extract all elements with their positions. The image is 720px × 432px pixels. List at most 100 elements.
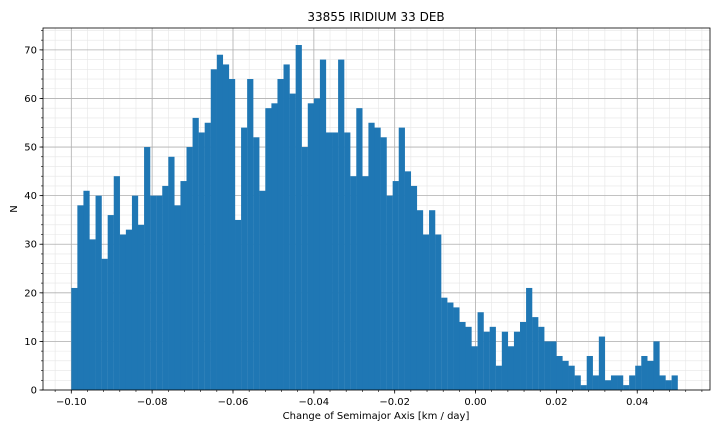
x-tick-label: −0.06 <box>218 397 249 408</box>
histogram-bar <box>617 375 624 390</box>
histogram-bar <box>319 59 327 390</box>
histogram-bar <box>495 365 502 390</box>
histogram-bar <box>107 215 114 390</box>
chart-title: 33855 IRIDIUM 33 DEB <box>307 10 444 24</box>
histogram-bar <box>277 79 284 390</box>
histogram-bar <box>659 375 666 390</box>
histogram-bar <box>416 210 424 390</box>
histogram-bar <box>489 326 496 390</box>
x-tick-label: 0.04 <box>626 397 648 408</box>
y-tick-label: 50 <box>24 143 37 154</box>
y-tick-label: 20 <box>24 288 37 299</box>
histogram-bar <box>289 93 296 390</box>
histogram-bar <box>192 117 199 391</box>
histogram-bar <box>332 132 339 391</box>
histogram-bar <box>507 346 515 390</box>
histogram-bar <box>222 64 230 390</box>
histogram-bar <box>641 355 648 390</box>
histogram-bar <box>156 195 163 390</box>
x-tick-label: −0.04 <box>299 397 330 408</box>
x-tick-label: −0.10 <box>56 397 87 408</box>
histogram-bar <box>253 137 260 390</box>
histogram-bar <box>538 326 545 390</box>
histogram-bar <box>380 137 387 390</box>
histogram-bar <box>247 79 254 390</box>
histogram-bar <box>398 127 405 390</box>
histogram-bar <box>465 326 472 390</box>
histogram-bar <box>447 302 454 390</box>
x-tick-label: 0.02 <box>545 397 567 408</box>
histogram-bar <box>586 355 593 390</box>
histogram-bar <box>186 147 193 390</box>
histogram-bar <box>556 355 563 390</box>
histogram-bar <box>598 336 606 390</box>
histogram-bar <box>471 346 478 390</box>
histogram-bar <box>610 375 618 390</box>
x-tick-label: −0.08 <box>137 397 168 408</box>
histogram-bar <box>83 190 90 390</box>
x-axis-title: Change of Semimajor Axis [km / day] <box>283 411 470 422</box>
histogram-bar <box>574 375 581 390</box>
histogram-bar <box>526 287 533 390</box>
histogram-bar <box>101 258 108 390</box>
histogram-bar <box>671 375 678 390</box>
histogram-bar <box>259 190 266 390</box>
histogram-bar <box>144 147 151 390</box>
histogram-bar <box>653 341 660 390</box>
histogram-bar <box>435 234 442 390</box>
histogram-bar <box>77 205 84 390</box>
x-tick-label: 0.00 <box>464 397 486 408</box>
histogram-bar <box>647 360 654 390</box>
histogram-bar <box>374 127 381 390</box>
x-axis-ticks: −0.10 −0.08 −0.06 −0.04 −0.02 0.00 0.02 0.04 <box>54 390 703 408</box>
y-tick-label: 30 <box>24 240 37 251</box>
histogram-bar <box>283 64 290 390</box>
y-tick-label: 10 <box>24 337 37 348</box>
histogram-bar <box>344 132 351 391</box>
histogram-bar <box>180 181 187 390</box>
histogram-bar <box>356 108 363 390</box>
histogram-bar <box>422 234 430 390</box>
histogram-bar <box>604 380 612 390</box>
histogram-bar <box>562 360 569 390</box>
histogram-bar <box>271 103 278 391</box>
histogram-bar <box>410 185 418 390</box>
histogram-bar <box>441 297 448 390</box>
histogram-bar <box>483 331 490 390</box>
histogram-bar <box>325 132 333 391</box>
y-axis-title: N <box>9 205 20 212</box>
histogram-bar <box>131 195 139 390</box>
histogram-bar <box>453 307 460 390</box>
histogram-bar <box>125 229 133 390</box>
histogram-bar <box>210 69 217 391</box>
histogram-bar <box>350 176 357 390</box>
histogram-bar <box>162 185 169 390</box>
histogram-bar <box>459 321 466 390</box>
histogram-bar <box>228 79 236 390</box>
histogram-bar <box>174 205 181 390</box>
histogram-bar <box>392 181 399 390</box>
histogram-bars <box>71 45 678 391</box>
histogram-bar <box>338 59 345 390</box>
plot-frame <box>42 27 711 391</box>
histogram-bar <box>568 365 575 390</box>
histogram-bar <box>362 176 369 390</box>
x-tick-label: −0.02 <box>379 397 410 408</box>
histogram-bar <box>544 341 551 390</box>
histogram-bar <box>592 375 599 390</box>
histogram-bar <box>404 171 412 390</box>
histogram-bar <box>550 341 557 390</box>
histogram-bar <box>119 234 127 390</box>
histogram-bar <box>295 45 302 390</box>
histogram-bar <box>168 156 175 390</box>
histogram-bar <box>241 127 248 390</box>
histogram-bar <box>513 331 521 390</box>
histogram-bar <box>113 176 120 390</box>
histogram-bar <box>501 331 509 390</box>
histogram-bar <box>216 54 224 391</box>
histogram-bar <box>629 375 636 390</box>
histogram-bar <box>235 219 242 390</box>
histogram-bar <box>95 195 102 390</box>
histogram-bar <box>265 108 272 390</box>
